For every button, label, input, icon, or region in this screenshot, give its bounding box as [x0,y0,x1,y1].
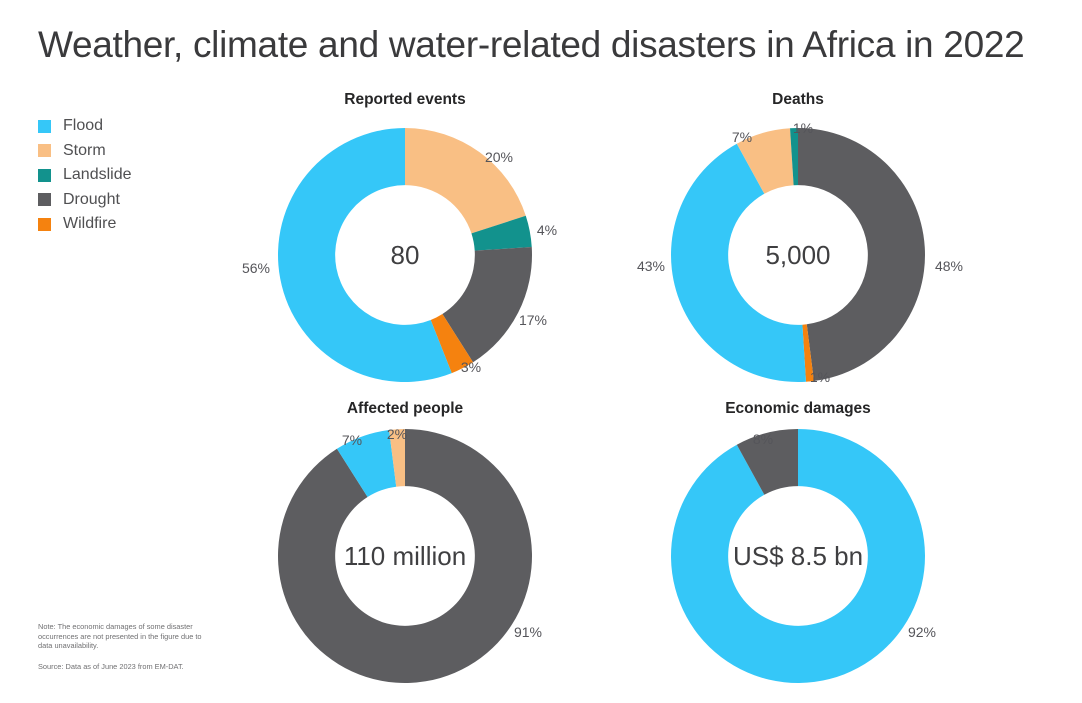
slice-drought [442,247,532,363]
center-total: 80 [391,240,420,270]
slice-storm [405,128,526,234]
legend: Flood Storm Landslide Drought Wildfire [38,114,132,237]
slice-drought [798,128,926,381]
slice-wildfire [430,313,474,374]
slice-drought [277,429,532,683]
legend-label-landslide: Landslide [63,166,132,184]
source-note: Source: Data as of June 2023 from EM-DAT… [38,662,184,671]
donut-chart-affected-people: Affected people 91% 7% 2% 110 million [277,400,542,683]
legend-item-drought: Drought [38,188,132,213]
chart-title: Economic damages [725,400,871,417]
slice-label-storm: 20% [485,149,513,165]
legend-label-flood: Flood [63,117,104,135]
slice-landslide [471,215,532,251]
slice-label-flood: 92% [908,624,936,640]
legend-item-landslide: Landslide [38,163,132,188]
slice-label-wildfire: 3% [461,359,481,375]
legend-swatch-storm [38,144,51,158]
slice-label-landslide: 1% [793,120,813,136]
slice-drought [736,429,798,495]
legend-swatch-drought [38,193,51,207]
legend-swatch-wildfire [38,217,51,231]
legend-item-wildfire: Wildfire [38,212,132,237]
legend-swatch-flood [38,119,51,133]
center-total: 5,000 [765,240,830,270]
center-total: US$ 8.5 bn [733,541,863,571]
slice-flood [670,429,925,684]
legend-label-storm: Storm [63,141,106,159]
donut-chart-deaths: Deaths 48% 1% 43% 7% 1% 5,000 [637,91,963,385]
slice-flood [278,128,452,383]
slice-storm [389,429,405,487]
slice-label-flood: 56% [242,260,270,276]
slice-storm [736,128,794,194]
slice-label-wildfire: 1% [810,369,830,385]
slice-landslide [790,128,798,186]
footnote: Note: The economic damages of some disas… [38,622,202,651]
center-total: 110 million [344,541,466,571]
slice-label-landslide: 4% [537,222,557,238]
slice-flood [670,143,806,382]
legend-item-storm: Storm [38,139,132,164]
donut-chart-reported-events: Reported events 20% 4% 17% 3% 56% 80 [242,91,557,383]
donut-chart-economic-damages: Economic damages 92% 8% US$ 8.5 bn [670,400,936,684]
chart-title: Reported events [344,91,465,108]
slice-label-drought: 8% [753,431,773,447]
slice-label-drought: 17% [519,312,547,328]
chart-title: Affected people [347,400,464,417]
slice-label-flood: 7% [342,432,362,448]
legend-label-drought: Drought [63,190,120,208]
chart-title: Deaths [772,91,824,108]
slice-flood [336,430,397,498]
slice-label-drought: 91% [514,624,542,640]
slice-label-drought: 48% [935,258,963,274]
legend-item-flood: Flood [38,114,132,139]
legend-label-wildfire: Wildfire [63,215,117,233]
slice-label-flood: 43% [637,258,665,274]
slice-label-storm: 2% [387,426,407,442]
page-title: Weather, climate and water-related disas… [38,24,1025,65]
legend-swatch-landslide [38,168,51,182]
slice-wildfire [802,324,814,382]
slice-label-storm: 7% [732,129,752,145]
